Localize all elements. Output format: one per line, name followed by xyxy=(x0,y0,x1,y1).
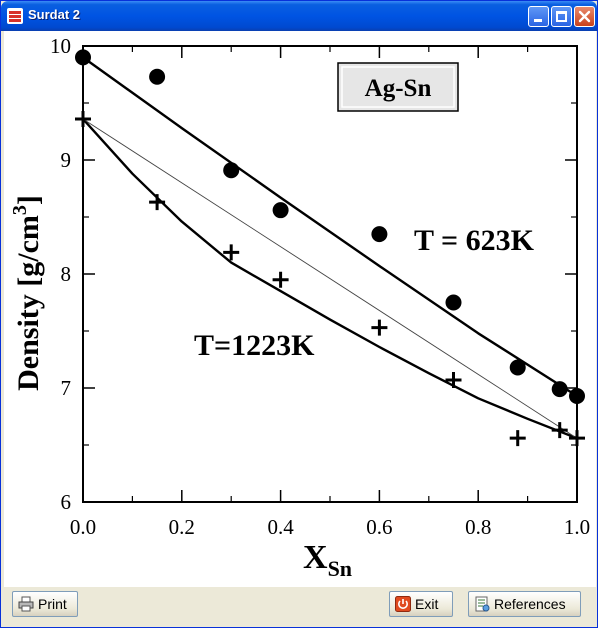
y-tick-label: 9 xyxy=(61,148,72,172)
printer-icon xyxy=(18,596,34,612)
data-point-circle xyxy=(445,294,462,311)
fit-line xyxy=(82,118,578,439)
annotation-t623: T = 623K xyxy=(414,224,535,257)
data-point-plus xyxy=(445,372,462,389)
system-label: Ag-Sn xyxy=(365,75,432,102)
app-icon xyxy=(7,8,23,24)
data-point-circle xyxy=(371,226,388,243)
data-point-circle xyxy=(272,202,289,219)
maximize-button[interactable] xyxy=(551,6,572,27)
references-label: References xyxy=(494,596,566,612)
y-axis-label: Density [g/cm3] xyxy=(9,195,45,391)
x-tick-label: 0.0 xyxy=(70,515,96,539)
y-tick-label: 7 xyxy=(61,376,72,400)
data-point-plus xyxy=(569,430,585,447)
data-point-circle xyxy=(569,387,585,404)
x-tick-label: 0.8 xyxy=(465,515,491,539)
x-axis-label: XSn xyxy=(303,539,352,581)
bottom-toolbar: Print Exit References xyxy=(4,586,596,627)
density-chart: 0.0 0.2 0.4 0.6 0.8 1.0 6 7 8 9 10 Ag-Sn T = 623K T=1… xyxy=(9,34,590,581)
data-point-plus xyxy=(509,430,526,447)
data-point-circle xyxy=(223,162,240,179)
annotation-box-inner xyxy=(341,66,455,108)
exit-button[interactable]: Exit xyxy=(389,591,453,617)
fit-line xyxy=(82,118,578,440)
title-bar[interactable]: Surdat 2 xyxy=(1,1,597,31)
power-icon xyxy=(395,596,411,612)
x-tick-label: 0.6 xyxy=(366,515,392,539)
minimize-button[interactable] xyxy=(528,6,549,27)
references-icon xyxy=(475,596,490,612)
data-point-plus xyxy=(551,422,568,439)
plot-frame xyxy=(82,45,578,503)
y-tick-label: 10 xyxy=(50,34,71,58)
y-tick-label: 6 xyxy=(61,490,72,514)
print-button[interactable]: Print xyxy=(12,591,78,617)
data-point-circle xyxy=(75,49,91,66)
references-button[interactable]: References xyxy=(468,591,581,617)
x-tick-label: 0.4 xyxy=(267,515,294,539)
data-point-circle xyxy=(149,68,166,85)
window-title: Surdat 2 xyxy=(28,7,81,22)
data-point-plus xyxy=(149,194,166,211)
chart-area: 0.0 0.2 0.4 0.6 0.8 1.0 6 7 8 9 10 Ag-Sn T = 623K T=1… xyxy=(4,31,596,586)
annotation-box xyxy=(337,62,459,112)
data-point-plus xyxy=(371,319,388,336)
data-point-circle xyxy=(551,381,568,398)
x-tick-label: 1.0 xyxy=(564,515,590,539)
close-button[interactable] xyxy=(574,6,595,27)
annotation-t1223: T=1223K xyxy=(194,329,315,362)
x-tick-label: 0.2 xyxy=(169,515,195,539)
maximize-icon xyxy=(556,11,567,22)
data-point-plus xyxy=(223,244,240,261)
fit-line xyxy=(82,56,578,398)
exit-label: Exit xyxy=(415,596,439,612)
close-icon xyxy=(578,10,591,23)
y-tick-label: 8 xyxy=(61,262,72,286)
data-point-plus xyxy=(272,271,289,288)
data-point-plus xyxy=(75,110,91,127)
data-point-circle xyxy=(509,359,526,376)
print-label: Print xyxy=(38,596,67,612)
minimize-icon xyxy=(534,19,542,22)
